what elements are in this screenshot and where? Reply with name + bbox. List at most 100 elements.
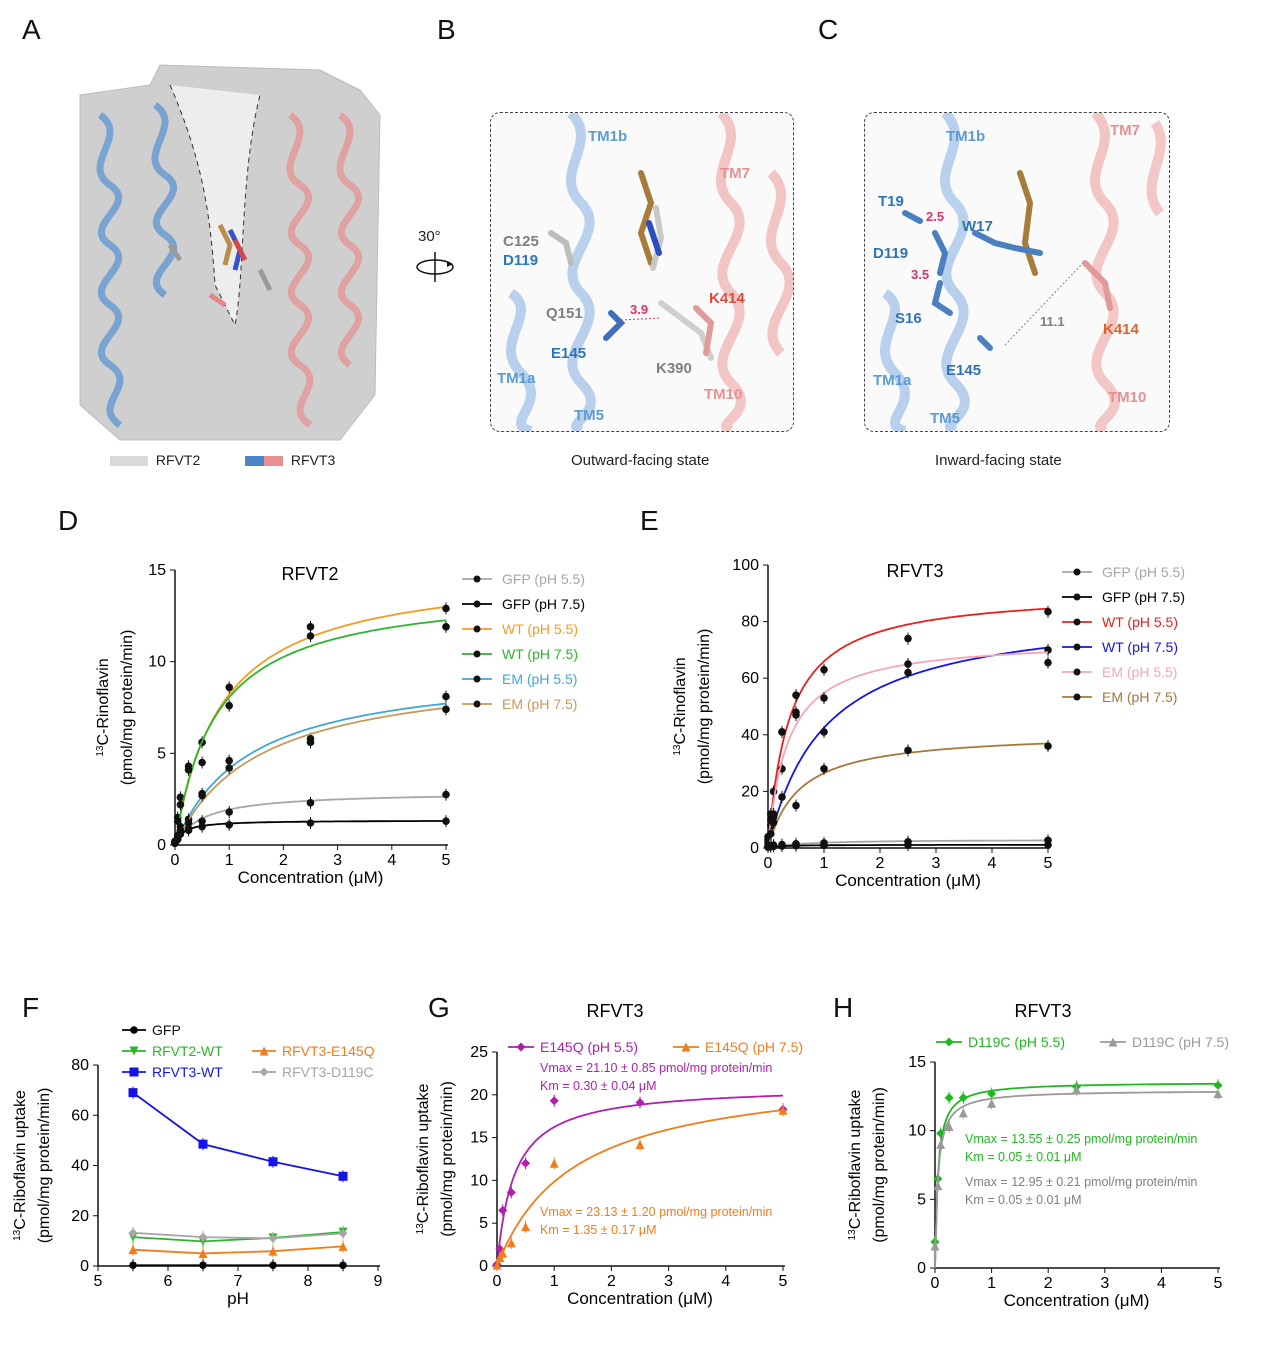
chart-e-y-label-1: 13C-Rinoflavin <box>672 657 690 755</box>
chart-d-legend-label: EM (pH 7.5) <box>502 696 577 712</box>
label-c-e145: E145 <box>946 362 982 379</box>
chart-f-y-tick-label: 20 <box>71 1208 89 1225</box>
chart-d-legend-marker <box>473 700 481 708</box>
label-b-tm7: TM7 <box>720 165 750 182</box>
chart-g-x-tick-label: 1 <box>550 1273 559 1290</box>
chart-e-legend-label: WT (pH 5.5) <box>1102 614 1178 630</box>
chart-g-annotation-vmax: Vmax = 23.13 ± 1.20 pmol/mg protein/min <box>540 1205 772 1219</box>
chart-g-y-tick-label: 20 <box>470 1087 488 1104</box>
chart-d-legend-label: GFP (pH 5.5) <box>502 571 585 587</box>
label-b-k414: K414 <box>709 290 745 307</box>
chart-g-series-1-point <box>506 1238 516 1248</box>
chart-h-legend-label: D119C (pH 7.5) <box>1132 1034 1229 1050</box>
chart-d-series-0-point <box>306 799 315 807</box>
chart-d-legend-label: GFP (pH 7.5) <box>502 596 585 612</box>
chart-d-series-5-point <box>173 833 182 842</box>
chart-d-series-3-point <box>176 800 185 809</box>
chart-d-y-label-1: 13C-Rinoflavin <box>95 658 113 756</box>
chart-h-x-tick-label: 4 <box>1157 1275 1166 1292</box>
label-b-tm1a: TM1a <box>497 370 536 387</box>
chart-e-y-tick-label: 40 <box>741 727 759 744</box>
chart-h-d119c: 0 1 2 3 4 5 0 5 10 15 Concentration (μM) 13C-Ribofl… <box>847 1001 1230 1310</box>
chart-d-legend-marker <box>473 675 481 683</box>
chart-h-series-0-point <box>936 1128 946 1138</box>
chart-e-y-label-superscript: 13 <box>672 744 683 756</box>
chart-g-y-label-text: C-Riboflavin uptake <box>415 1084 432 1224</box>
chart-g-y-label-superscript: 13 <box>415 1223 426 1235</box>
chart-d-series-5-point <box>225 764 233 772</box>
chart-g-series-0-point <box>498 1205 508 1215</box>
chart-f-series-4-point <box>128 1228 138 1238</box>
label-c-distance-25: 2.5 <box>926 209 945 224</box>
chart-e-series-2-point <box>820 665 828 674</box>
chart-h-y-tick-label: 10 <box>908 1123 926 1140</box>
chart-e-legend-marker <box>1073 568 1081 576</box>
chart-g-annotation-vmax: Vmax = 21.10 ± 0.85 pmol/mg protein/min <box>540 1061 772 1075</box>
chart-g-y-tick-label: 10 <box>470 1172 488 1189</box>
chart-f-series-3-point <box>198 1248 208 1258</box>
chart-g-x-tick-label: 4 <box>721 1273 730 1290</box>
chart-h-annotation-km: Km = 0.05 ± 0.01 μM <box>965 1193 1082 1207</box>
panel-c-structure <box>880 113 1166 431</box>
chart-h-series-0-point <box>944 1093 954 1103</box>
chart-h-x-tick-label: 3 <box>1100 1275 1109 1292</box>
chart-d-series-5-fit-line <box>174 706 447 846</box>
chart-d-series-4-point <box>442 692 450 701</box>
chart-h-x-tick-label: 1 <box>987 1275 996 1292</box>
chart-h-x-tick-label: 2 <box>1044 1275 1053 1292</box>
chart-e-rfvt3: 0 1 2 3 4 5 0 20 40 60 80 100 Concentration (μM) 13C-… <box>672 557 1186 890</box>
chart-d-legend-marker <box>473 625 481 633</box>
chart-d-series-4-point <box>225 756 233 765</box>
chart-g-legend-label: E145Q (pH 7.5) <box>705 1039 803 1055</box>
label-b-distance: 3.9 <box>630 302 649 317</box>
chart-f-legend-label: RFVT3-D119C <box>282 1064 374 1080</box>
panel-letter-b: B <box>437 14 456 45</box>
chart-d-x-tick-label: 3 <box>333 852 342 869</box>
chart-d-legend-label: EM (pH 5.5) <box>502 671 577 687</box>
chart-g-y-tick-label: 15 <box>470 1130 488 1147</box>
panel-a-legend-rfvt3: RFVT3 <box>245 452 335 468</box>
chart-g-series-0-point <box>521 1158 531 1168</box>
chart-d-legend-label: WT (pH 7.5) <box>502 646 578 662</box>
chart-g-e145q: 0 1 2 3 4 5 0 5 10 15 20 25 Concentration (μM) 13C-Ri… <box>415 1001 804 1308</box>
chart-d-series-5-point <box>198 791 206 800</box>
chart-d-title: RFVT2 <box>281 564 338 584</box>
chart-d-series-0-point <box>442 790 450 799</box>
distance-line-b <box>620 317 662 321</box>
chart-h-annotation-vmax: Vmax = 13.55 ± 0.25 pmol/mg protein/min <box>965 1132 1197 1146</box>
chart-d-series-1-point <box>198 822 206 831</box>
chart-h-y-label-2: (pmol/mg protein/min) <box>871 1087 888 1243</box>
chart-f-series-3-point <box>128 1245 138 1255</box>
panel-letter-h: H <box>833 992 854 1023</box>
panel-a-legend-rfvt2: RFVT2 <box>110 452 200 468</box>
chart-e-series-5-point <box>1044 742 1052 750</box>
chart-g-x-tick-label: 2 <box>607 1273 616 1290</box>
chart-g-legend-marker <box>516 1042 526 1052</box>
chart-e-x-tick-label: 3 <box>932 855 941 872</box>
chart-e-series-5-point <box>904 746 912 755</box>
chart-d-rfvt2: 0 1 2 3 4 5 0 5 10 15 Concentration (μM) 13C-Rinofl… <box>95 562 586 887</box>
chart-d-x-tick-label: 2 <box>279 852 288 869</box>
chart-f-series-1-line <box>132 1231 344 1243</box>
chart-g-series-1-point <box>635 1139 645 1149</box>
chart-f-series-3-point <box>268 1246 278 1256</box>
chart-g-series-0-point <box>635 1098 645 1108</box>
chart-d-y-label-text: C-Rinoflavin <box>95 658 112 745</box>
chart-f-y-tick-label: 0 <box>80 1258 89 1275</box>
chart-d-series-5-point <box>176 826 185 835</box>
chart-d-series-0-point <box>225 808 233 816</box>
panel-letter-e: E <box>640 505 659 536</box>
chart-h-series-1-point <box>930 1241 940 1251</box>
label-c-k414: K414 <box>1103 321 1139 338</box>
chart-e-legend-label: GFP (pH 7.5) <box>1102 589 1185 605</box>
chart-e-x-tick-label: 1 <box>820 855 829 872</box>
chart-g-series-1-point <box>498 1248 508 1258</box>
chart-d-y-label-2: (pmol/mg protein/min) <box>119 630 136 786</box>
label-c-distance-35: 3.5 <box>911 267 930 282</box>
chart-d-x-tick-label: 1 <box>225 852 234 869</box>
chart-h-series-1-point <box>1072 1084 1081 1094</box>
label-b-tm10: TM10 <box>704 386 743 403</box>
chart-h-y-label-text: C-Riboflavin uptake <box>847 1090 864 1230</box>
chart-h-legend-label: D119C (pH 5.5) <box>968 1034 1065 1050</box>
chart-e-series-1-point <box>1044 841 1052 849</box>
